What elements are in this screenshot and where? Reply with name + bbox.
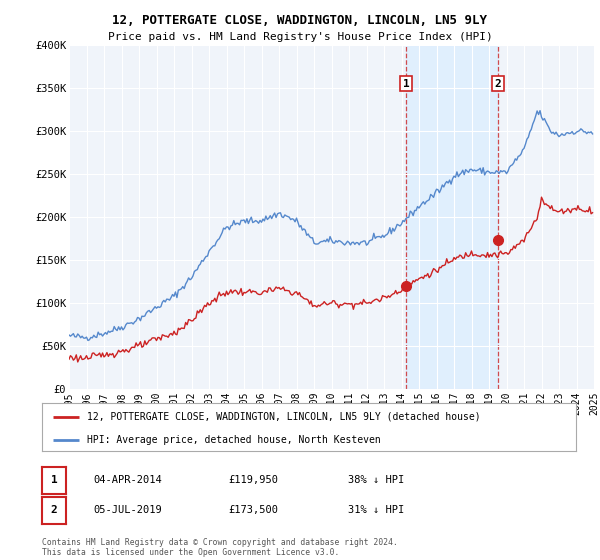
Text: HPI: Average price, detached house, North Kesteven: HPI: Average price, detached house, Nort… xyxy=(88,435,381,445)
Text: £119,950: £119,950 xyxy=(228,475,278,486)
Text: 05-JUL-2019: 05-JUL-2019 xyxy=(93,505,162,515)
Text: 1: 1 xyxy=(403,78,409,88)
Text: 12, POTTERGATE CLOSE, WADDINGTON, LINCOLN, LN5 9LY (detached house): 12, POTTERGATE CLOSE, WADDINGTON, LINCOL… xyxy=(88,412,481,422)
Text: 2: 2 xyxy=(494,78,501,88)
Text: 31% ↓ HPI: 31% ↓ HPI xyxy=(348,505,404,515)
Text: 38% ↓ HPI: 38% ↓ HPI xyxy=(348,475,404,486)
Text: £173,500: £173,500 xyxy=(228,505,278,515)
Text: Price paid vs. HM Land Registry's House Price Index (HPI): Price paid vs. HM Land Registry's House … xyxy=(107,32,493,42)
Text: 1: 1 xyxy=(50,475,58,486)
Text: Contains HM Land Registry data © Crown copyright and database right 2024.
This d: Contains HM Land Registry data © Crown c… xyxy=(42,538,398,557)
Bar xyxy=(406,45,498,389)
Text: 04-APR-2014: 04-APR-2014 xyxy=(93,475,162,486)
Text: 12, POTTERGATE CLOSE, WADDINGTON, LINCOLN, LN5 9LY: 12, POTTERGATE CLOSE, WADDINGTON, LINCOL… xyxy=(113,14,487,27)
Text: 2: 2 xyxy=(50,505,58,515)
